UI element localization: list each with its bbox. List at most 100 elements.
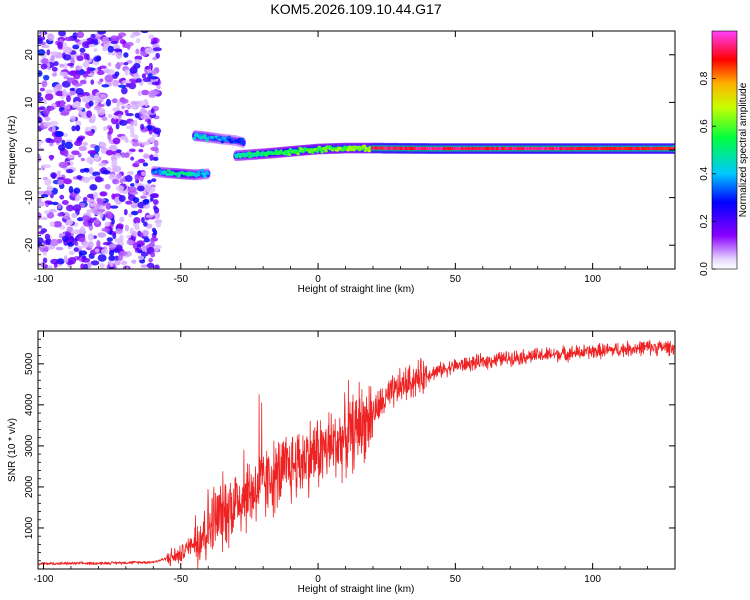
spectrogram-cell xyxy=(65,104,71,110)
spectrogram-cell xyxy=(38,143,42,147)
spectrogram-cell xyxy=(135,38,141,44)
spectrogram-cell xyxy=(123,208,128,216)
spectrogram-cell xyxy=(74,100,81,108)
spectrogram-cell xyxy=(147,179,152,184)
spectrogram-cell xyxy=(151,133,159,138)
y-tick-label: 4000 xyxy=(24,393,35,416)
spectrogram-cell xyxy=(46,105,55,111)
spectrogram-cell xyxy=(105,202,112,210)
spectrogram-cell xyxy=(107,62,112,67)
spectrogram-cell xyxy=(133,217,141,224)
spectrogram-cell xyxy=(149,154,154,161)
spectrogram-cell xyxy=(59,111,70,116)
spectrogram-cell xyxy=(82,73,88,78)
spectrogram-cell xyxy=(119,250,128,256)
spectrogram-cell xyxy=(315,149,320,153)
spectrogram-cell xyxy=(46,185,54,192)
spectrogram-cell xyxy=(672,147,675,151)
spectrogram-cell xyxy=(132,197,140,203)
spectrogram-cell xyxy=(53,61,59,67)
spectrogram-cell xyxy=(362,144,367,148)
spectrogram-cell xyxy=(63,178,72,185)
spectrogram-cell xyxy=(150,193,159,199)
x-tick-label: -100 xyxy=(33,274,53,285)
spectrogram-cell xyxy=(61,199,69,206)
spectrogram-cell xyxy=(43,121,52,127)
spectrogram-cell xyxy=(153,127,162,135)
spectrogram-cell xyxy=(73,140,82,147)
spectrogram-cell xyxy=(93,153,100,161)
spectrogram-cell xyxy=(118,84,127,88)
spectrogram-cell xyxy=(147,119,152,126)
spectrogram-cell xyxy=(142,162,149,167)
spectrogram-cell xyxy=(44,210,49,215)
spectrogram-cell xyxy=(79,168,86,173)
x-tick-label: 0 xyxy=(315,574,321,585)
colorbar-tick-label: 0.6 xyxy=(699,119,710,133)
spectrogram-cell xyxy=(106,213,113,219)
spectrogram-cell xyxy=(49,139,56,144)
spectrogram-cell xyxy=(141,216,145,224)
spectrogram-cell xyxy=(136,185,145,192)
spectrogram-cell xyxy=(140,107,146,115)
spectrogram-cell xyxy=(123,52,129,58)
spectrogram-cell xyxy=(203,134,207,138)
spectrogram-cell xyxy=(38,196,42,203)
spectrogram-cell xyxy=(39,87,45,92)
spectrogram-cell xyxy=(38,38,43,45)
spectrogram-cell xyxy=(241,142,246,146)
colorbar: 0.0 0.2 0.4 0.6 0.8 Normalized spectral ampl… xyxy=(699,30,749,276)
spectrogram-cell xyxy=(151,227,157,233)
spectrogram-cell xyxy=(120,152,126,158)
spectrogram-cell xyxy=(108,255,116,262)
spectrogram-cell xyxy=(79,79,87,85)
spectrogram-cell xyxy=(104,183,111,190)
spectrogram-cell xyxy=(152,47,162,52)
spectrogram-cell xyxy=(38,212,42,220)
snr-series-line xyxy=(38,339,675,569)
spectrogram-cell xyxy=(82,41,91,49)
spectrogram-cell xyxy=(143,198,150,205)
spectrogram-cell xyxy=(38,262,42,268)
spectrogram-cell xyxy=(78,145,87,152)
spectrogram-cell xyxy=(38,231,45,235)
spectrogram-cell xyxy=(116,173,122,180)
spectrogram-cell xyxy=(130,156,135,161)
spectrogram-cell xyxy=(50,258,59,265)
spectrogram-cell xyxy=(44,178,52,186)
spectrogram-cell xyxy=(80,157,85,162)
spectrogram-cell xyxy=(134,134,139,140)
spectrogram-cell xyxy=(50,238,59,247)
spectrogram-cell xyxy=(73,187,81,194)
spectrogram-cell xyxy=(40,194,49,198)
spectrogram-cell xyxy=(71,150,80,156)
spectrogram-cell xyxy=(203,175,208,179)
spectrogram-cell xyxy=(129,34,136,39)
spectrogram-cell xyxy=(135,48,140,55)
spectrogram-cell xyxy=(68,250,75,256)
spectrogram-cell xyxy=(112,79,120,87)
spectrogram-cell xyxy=(38,147,45,152)
spectrogram-cell xyxy=(150,108,155,114)
spectrogram-cell xyxy=(143,221,148,227)
spectrogram-cell xyxy=(81,95,89,103)
spectrogram-cell xyxy=(144,47,154,55)
spectrogram-cell xyxy=(66,226,74,233)
spectrogram-cell xyxy=(51,201,59,206)
spectrogram-cell xyxy=(51,66,58,72)
colorbar-tick-label: 0.4 xyxy=(699,166,710,180)
x-tick-label: 100 xyxy=(584,574,601,585)
colorbar-tick-label: 0.8 xyxy=(699,71,710,85)
spectrogram-cell xyxy=(153,205,158,211)
spectrogram-cell xyxy=(86,66,91,75)
spectrogram-cell xyxy=(61,235,69,242)
spectrogram-cell xyxy=(124,224,130,232)
spectrogram-cell xyxy=(151,186,156,193)
spectrogram-cell xyxy=(101,84,110,88)
spectrogram-cell xyxy=(140,252,149,257)
spectrogram-cell xyxy=(41,80,48,88)
colorbar-gradient xyxy=(712,31,737,269)
spectrogram-cell xyxy=(93,56,101,62)
spectrogram-cell xyxy=(62,89,67,97)
spectrogram-cell xyxy=(130,100,139,105)
